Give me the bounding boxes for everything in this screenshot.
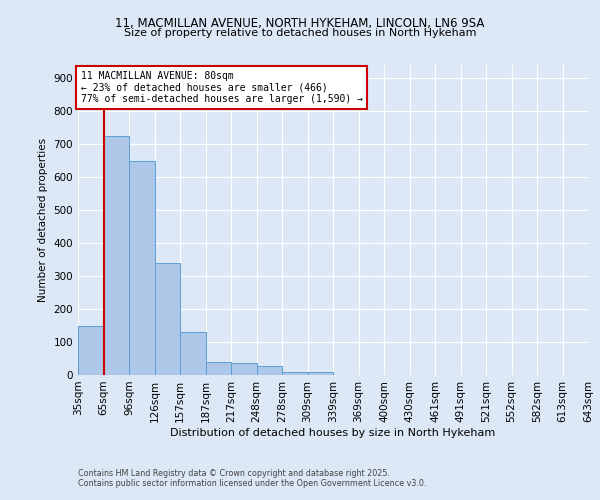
- Bar: [78, 326, 104, 375]
- Bar: [282, 372, 308, 375]
- Bar: [104, 136, 129, 375]
- Bar: [155, 263, 180, 375]
- Y-axis label: Number of detached properties: Number of detached properties: [38, 138, 48, 302]
- Bar: [257, 366, 282, 375]
- Bar: [129, 160, 155, 375]
- Bar: [231, 364, 257, 375]
- Text: Contains HM Land Registry data © Crown copyright and database right 2025.: Contains HM Land Registry data © Crown c…: [78, 468, 390, 477]
- Bar: [308, 372, 333, 375]
- Text: 11, MACMILLAN AVENUE, NORTH HYKEHAM, LINCOLN, LN6 9SA: 11, MACMILLAN AVENUE, NORTH HYKEHAM, LIN…: [115, 18, 485, 30]
- Text: 11 MACMILLAN AVENUE: 80sqm
← 23% of detached houses are smaller (466)
77% of sem: 11 MACMILLAN AVENUE: 80sqm ← 23% of deta…: [80, 71, 362, 104]
- Text: Contains public sector information licensed under the Open Government Licence v3: Contains public sector information licen…: [78, 478, 427, 488]
- Text: Size of property relative to detached houses in North Hykeham: Size of property relative to detached ho…: [124, 28, 476, 38]
- Bar: [180, 332, 205, 375]
- Bar: [205, 362, 231, 375]
- X-axis label: Distribution of detached houses by size in North Hykeham: Distribution of detached houses by size …: [170, 428, 496, 438]
